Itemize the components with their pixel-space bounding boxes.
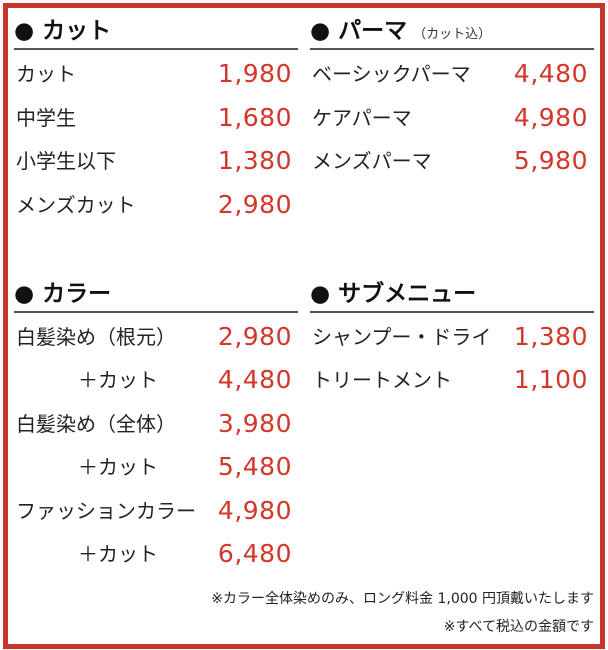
item-name: ＋カット <box>78 368 158 392</box>
section-heading: ● カラー <box>14 277 298 313</box>
item-name: ＋カット <box>78 455 158 479</box>
item-price: 1,980 <box>217 59 292 88</box>
note-tax-included: ※すべて税込の金額です <box>443 619 594 635</box>
heading-subtitle: （カット込） <box>413 27 492 42</box>
item-name: カット <box>16 62 76 86</box>
item-name: ファッションカラー <box>16 499 196 523</box>
item-name: ベーシックパーマ <box>312 62 471 86</box>
item-price: 4,480 <box>217 365 292 394</box>
section-heading: ● パーマ （カット込） <box>310 14 594 50</box>
item-price: 5,480 <box>217 452 292 481</box>
menu-item: ファッションカラー 4,980 <box>14 491 298 531</box>
item-name: メンズカット <box>16 193 136 217</box>
item-price: 4,980 <box>513 103 588 132</box>
item-price: 1,380 <box>513 322 588 351</box>
menu-item: メンズパーマ 5,980 <box>310 141 594 181</box>
heading-text: ● カット <box>14 18 112 44</box>
menu-item: カット 1,980 <box>14 54 298 94</box>
item-price: 5,980 <box>513 146 588 175</box>
item-name: 白髪染め（根元） <box>16 325 176 349</box>
menu-item: 白髪染め（全体） 3,980 <box>14 404 298 444</box>
price-list-frame <box>3 3 605 649</box>
note-long-hair: ※カラー全体染めのみ、ロング料金 1,000 円頂戴いたします <box>211 591 594 607</box>
item-price: 4,980 <box>217 496 292 525</box>
item-price: 4,480 <box>513 59 588 88</box>
menu-item: シャンプー・ドライ 1,380 <box>310 317 594 357</box>
menu-item: ＋カット 4,480 <box>14 360 298 400</box>
item-price: 2,980 <box>217 190 292 219</box>
item-price: 6,480 <box>217 539 292 568</box>
menu-item: 中学生 1,680 <box>14 98 298 138</box>
item-price: 2,980 <box>217 322 292 351</box>
heading-text: ● サブメニュー <box>310 281 477 307</box>
menu-item: ＋カット 5,480 <box>14 447 298 487</box>
item-price: 1,100 <box>513 365 588 394</box>
item-name: ＋カット <box>78 542 158 566</box>
section-heading: ● サブメニュー <box>310 277 594 313</box>
section-heading: ● カット <box>14 14 298 50</box>
menu-item: ＋カット 6,480 <box>14 534 298 574</box>
item-name: シャンプー・ドライ <box>312 325 492 349</box>
item-name: 白髪染め（全体） <box>16 412 176 436</box>
heading-text: ● カラー <box>14 281 112 307</box>
item-name: トリートメント <box>312 368 452 392</box>
menu-item: ベーシックパーマ 4,480 <box>310 54 594 94</box>
menu-item: 小学生以下 1,380 <box>14 141 298 181</box>
item-name: 中学生 <box>16 106 76 130</box>
item-price: 3,980 <box>217 409 292 438</box>
item-name: メンズパーマ <box>312 149 432 173</box>
menu-item: ケアパーマ 4,980 <box>310 98 594 138</box>
menu-item: トリートメント 1,100 <box>310 360 594 400</box>
menu-item: メンズカット 2,980 <box>14 185 298 225</box>
item-name: 小学生以下 <box>16 149 116 173</box>
heading-text: ● パーマ <box>310 18 408 44</box>
item-price: 1,680 <box>217 103 292 132</box>
menu-item: 白髪染め（根元） 2,980 <box>14 317 298 357</box>
item-name: ケアパーマ <box>312 106 412 130</box>
item-price: 1,380 <box>217 146 292 175</box>
